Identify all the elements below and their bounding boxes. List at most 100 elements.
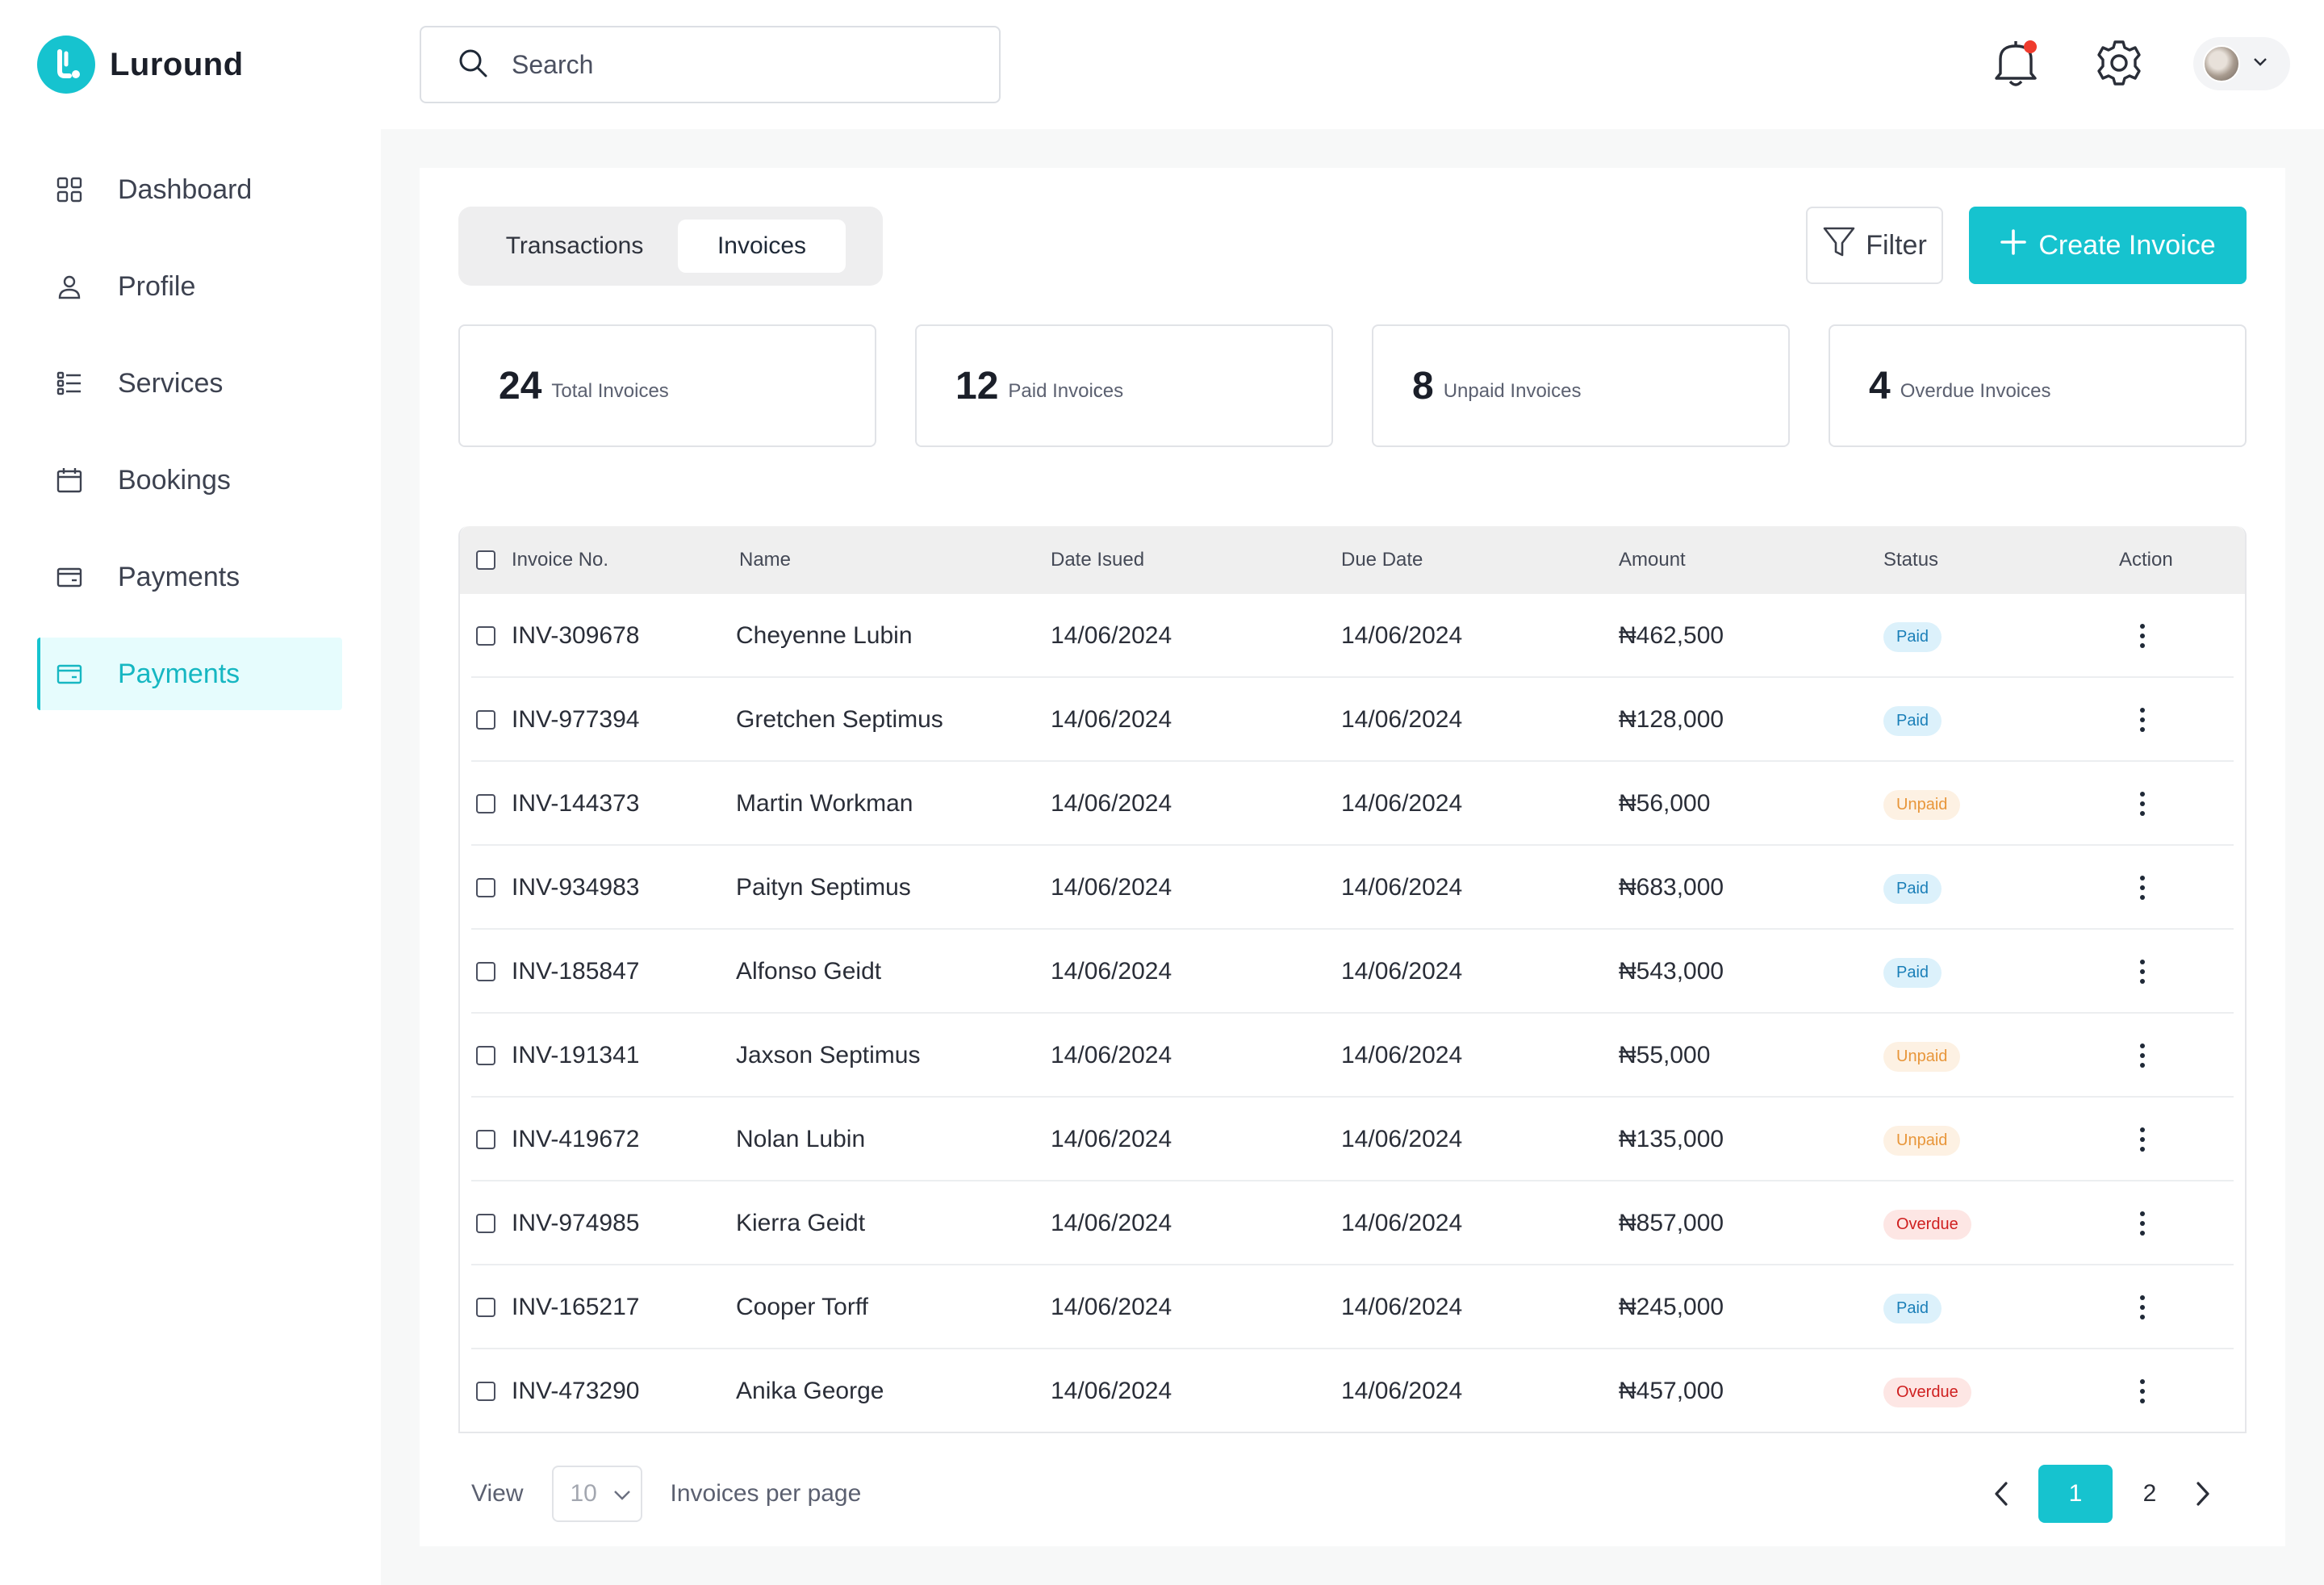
- stat-card-total: 24 Total Invoices: [458, 324, 876, 447]
- prev-page-button[interactable]: [1985, 1478, 2017, 1510]
- cell-status: Paid: [1883, 956, 1942, 988]
- cell-invoice-no: INV-419672: [512, 1126, 640, 1152]
- avatar: [2203, 45, 2240, 82]
- more-vertical-icon[interactable]: [2130, 788, 2155, 820]
- cell-action: [2119, 1207, 2155, 1240]
- tab-transactions[interactable]: Transactions: [505, 232, 644, 259]
- logo-mark-icon: [37, 36, 95, 94]
- create-invoice-label: Create Invoice: [2038, 229, 2216, 261]
- profile-menu[interactable]: [2193, 37, 2290, 90]
- row-checkbox[interactable]: [476, 962, 495, 981]
- notifications-button[interactable]: [1987, 36, 2045, 94]
- cell-name: Paityn Septimus: [736, 874, 911, 901]
- wallet-icon: [53, 658, 86, 690]
- page-1-button[interactable]: 1: [2038, 1465, 2113, 1523]
- user-icon: [53, 270, 86, 303]
- status-badge: Paid: [1883, 957, 1942, 988]
- sidebar-item-profile[interactable]: Profile: [37, 250, 342, 323]
- filter-icon: [1822, 225, 1856, 266]
- table-row[interactable]: INV-191341 Jaxson Septimus 14/06/2024 14/06…: [460, 1014, 2245, 1098]
- cell-date-issued: 14/06/2024: [1051, 1378, 1172, 1404]
- row-checkbox[interactable]: [476, 1214, 495, 1233]
- filter-button[interactable]: Filter: [1806, 207, 1943, 284]
- row-checkbox[interactable]: [476, 1046, 495, 1065]
- table-row[interactable]: INV-185847 Alfonso Geidt 14/06/2024 14/06/2…: [460, 930, 2245, 1014]
- table-body: INV-309678 Cheyenne Lubin 14/06/2024 14/06/…: [460, 594, 2245, 1433]
- row-checkbox[interactable]: [476, 1298, 495, 1317]
- more-vertical-icon[interactable]: [2130, 872, 2155, 904]
- row-checkbox[interactable]: [476, 1382, 495, 1401]
- sidebar-item-dashboard[interactable]: Dashboard: [37, 153, 342, 226]
- cell-invoice-no: INV-977394: [512, 706, 640, 733]
- sidebar-item-services[interactable]: Services: [37, 347, 342, 420]
- cell-status: Overdue: [1883, 1208, 1971, 1240]
- table-row[interactable]: INV-309678 Cheyenne Lubin 14/06/2024 14/06/…: [460, 594, 2245, 678]
- sidebar-item-payments-active[interactable]: Payments: [37, 638, 342, 710]
- sidebar-item-payments[interactable]: Payments: [37, 541, 342, 613]
- search-input[interactable]: [512, 49, 963, 80]
- per-page-control: View 10 Invoices per page: [471, 1464, 861, 1524]
- more-vertical-icon[interactable]: [2130, 956, 2155, 988]
- create-invoice-button[interactable]: Create Invoice: [1969, 207, 2247, 284]
- cell-date-issued: 14/06/2024: [1051, 1210, 1172, 1236]
- notification-dot: [2024, 40, 2037, 53]
- invoices-table: Invoice No. Name Date Isued Due Date Amo…: [458, 526, 2247, 1433]
- cell-status: Unpaid: [1883, 1040, 1961, 1072]
- header-date-issued[interactable]: Date Isued: [1051, 549, 1145, 571]
- header-status[interactable]: Status: [1883, 549, 1939, 571]
- more-vertical-icon[interactable]: [2130, 620, 2155, 652]
- grid-icon: [53, 174, 86, 206]
- table-row[interactable]: INV-974985 Kierra Geidt 14/06/2024 14/06/20…: [460, 1181, 2245, 1265]
- cell-action: [2119, 1039, 2155, 1072]
- tab-invoices[interactable]: Invoices: [678, 220, 846, 273]
- header-due-date[interactable]: Due Date: [1341, 549, 1423, 571]
- cell-due-date: 14/06/2024: [1341, 1378, 1463, 1404]
- row-checkbox[interactable]: [476, 626, 495, 646]
- cell-invoice-no: INV-185847: [512, 958, 640, 985]
- table-row[interactable]: INV-977394 Gretchen Septimus 14/06/2024 14/…: [460, 678, 2245, 762]
- chevron-down-icon: [597, 1480, 631, 1508]
- settings-button[interactable]: [2090, 36, 2148, 94]
- table-row[interactable]: INV-419672 Nolan Lubin 14/06/2024 14/06/202…: [460, 1098, 2245, 1181]
- more-vertical-icon[interactable]: [2130, 1375, 2155, 1407]
- cell-amount: ₦128,000: [1619, 706, 1724, 733]
- more-vertical-icon[interactable]: [2130, 704, 2155, 736]
- stat-label: Overdue Invoices: [1900, 380, 2051, 402]
- row-checkbox[interactable]: [476, 710, 495, 730]
- more-vertical-icon[interactable]: [2130, 1291, 2155, 1324]
- page-2-button[interactable]: 2: [2142, 1480, 2157, 1507]
- cell-invoice-no: INV-974985: [512, 1210, 640, 1236]
- cell-status: Paid: [1883, 705, 1942, 736]
- cell-amount: ₦55,000: [1619, 1042, 1711, 1069]
- row-checkbox[interactable]: [476, 794, 495, 813]
- table-header: Invoice No. Name Date Isued Due Date Amo…: [460, 526, 2245, 594]
- search-box[interactable]: [420, 26, 1001, 103]
- more-vertical-icon[interactable]: [2130, 1123, 2155, 1156]
- cell-amount: ₦462,500: [1619, 622, 1724, 649]
- row-checkbox[interactable]: [476, 878, 495, 897]
- wallet-icon: [53, 561, 86, 593]
- cell-action: [2119, 1375, 2155, 1407]
- cell-name: Jaxson Septimus: [736, 1042, 921, 1069]
- table-row[interactable]: INV-473290 Anika George 14/06/2024 14/06/20…: [460, 1349, 2245, 1433]
- table-row[interactable]: INV-165217 Cooper Torff 14/06/2024 14/06/20…: [460, 1265, 2245, 1349]
- table-row[interactable]: INV-144373 Martin Workman 14/06/2024 14/06/…: [460, 762, 2245, 846]
- stat-label: Unpaid Invoices: [1443, 380, 1582, 402]
- cell-due-date: 14/06/2024: [1341, 622, 1463, 649]
- header-invoice-no[interactable]: Invoice No.: [512, 549, 609, 571]
- sidebar-item-bookings[interactable]: Bookings: [37, 444, 342, 516]
- more-vertical-icon[interactable]: [2130, 1039, 2155, 1072]
- filter-button-label: Filter: [1866, 229, 1927, 261]
- next-page-button[interactable]: [2187, 1478, 2219, 1510]
- brand-logo[interactable]: Luround: [37, 36, 244, 94]
- cell-amount: ₦857,000: [1619, 1210, 1724, 1236]
- sidebar: Luround Dashboard Profile: [0, 0, 381, 1585]
- header-name[interactable]: Name: [739, 549, 792, 571]
- per-page-select[interactable]: 10: [552, 1466, 643, 1522]
- select-all-checkbox[interactable]: [476, 550, 495, 570]
- table-row[interactable]: INV-934983 Paityn Septimus 14/06/2024 14/06…: [460, 846, 2245, 930]
- row-checkbox[interactable]: [476, 1130, 495, 1149]
- header-amount[interactable]: Amount: [1619, 549, 1686, 571]
- header-action: Action: [2119, 549, 2173, 571]
- more-vertical-icon[interactable]: [2130, 1207, 2155, 1240]
